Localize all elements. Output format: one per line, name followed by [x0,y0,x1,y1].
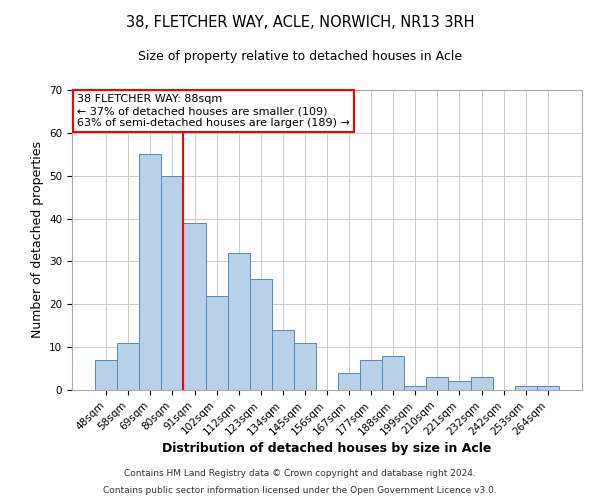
Text: 38, FLETCHER WAY, ACLE, NORWICH, NR13 3RH: 38, FLETCHER WAY, ACLE, NORWICH, NR13 3R… [126,15,474,30]
Bar [95,360,117,390]
Bar [161,176,184,390]
Bar [470,377,493,390]
Bar [338,373,360,390]
Bar [227,253,250,390]
Bar [294,343,316,390]
Bar [515,386,537,390]
Text: Size of property relative to detached houses in Acle: Size of property relative to detached ho… [138,50,462,63]
Bar [272,330,294,390]
Bar [117,343,139,390]
Bar [206,296,227,390]
X-axis label: Distribution of detached houses by size in Acle: Distribution of detached houses by size … [163,442,491,455]
Bar [537,386,559,390]
Bar [427,377,448,390]
Text: Contains public sector information licensed under the Open Government Licence v3: Contains public sector information licen… [103,486,497,495]
Bar [184,223,206,390]
Y-axis label: Number of detached properties: Number of detached properties [31,142,44,338]
Text: 38 FLETCHER WAY: 88sqm
← 37% of detached houses are smaller (109)
63% of semi-de: 38 FLETCHER WAY: 88sqm ← 37% of detached… [77,94,350,128]
Bar [404,386,427,390]
Bar [448,382,470,390]
Bar [250,278,272,390]
Bar [139,154,161,390]
Bar [360,360,382,390]
Bar [382,356,404,390]
Text: Contains HM Land Registry data © Crown copyright and database right 2024.: Contains HM Land Registry data © Crown c… [124,468,476,477]
